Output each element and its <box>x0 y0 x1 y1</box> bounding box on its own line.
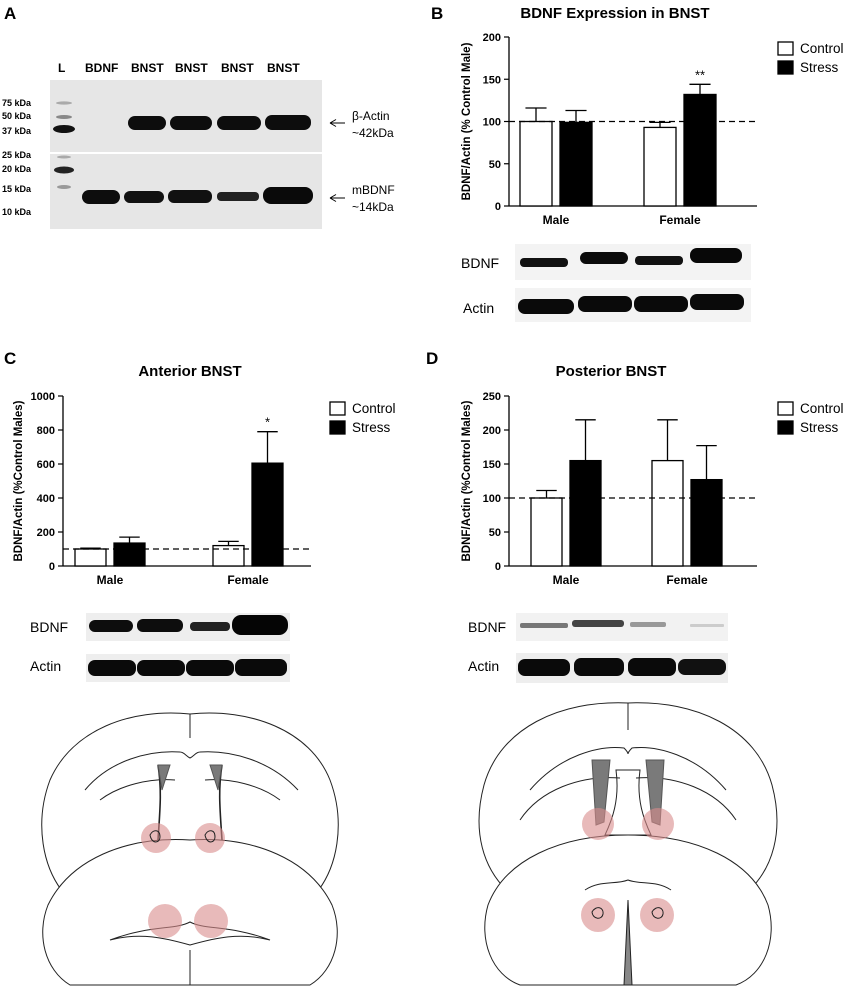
anterior-brain-section-illustration <box>41 712 339 986</box>
chart-c-plot: 0 200 400 600 800 1000 BDNF/Actin (%Control Ma… <box>13 391 311 587</box>
lane-label-ladder: L <box>58 61 65 75</box>
bar-control <box>651 459 684 567</box>
legend-stress-label: Stress <box>800 60 839 75</box>
annot-actin-size: ~42kDa <box>352 126 394 140</box>
bar-control <box>643 126 677 207</box>
panel-a-blot <box>50 80 322 229</box>
y-tick-label: 0 <box>495 561 501 573</box>
bar-stress <box>569 459 602 567</box>
y-tick-label: 150 <box>483 459 501 471</box>
ladder-50: 50 kDa <box>2 111 32 121</box>
x-category-label: Male <box>553 573 580 587</box>
x-category-label: Female <box>227 573 269 587</box>
panel-c-label: C <box>4 349 16 368</box>
x-category-label: Female <box>659 213 701 227</box>
ladder-75: 75 kDa <box>2 98 32 108</box>
legend-stress-swatch <box>329 420 346 435</box>
bar-stress <box>690 478 723 567</box>
posterior-brain-section-illustration <box>478 702 778 986</box>
chart-b-plot: 0 50 100 150 200 BDNF/Actin (% Control Male) M… <box>461 32 757 227</box>
x-category-label: Male <box>543 213 570 227</box>
panel-d-label: D <box>426 349 438 368</box>
ladder-10: 10 kDa <box>2 207 32 217</box>
significance-marker: ** <box>695 67 705 82</box>
annot-actin-name: β-Actin <box>352 109 390 123</box>
bar-stress <box>251 462 284 567</box>
legend-control-swatch <box>777 401 794 416</box>
legend-control-swatch <box>329 401 346 416</box>
x-category-label: Male <box>97 573 124 587</box>
legend-control-label: Control <box>800 401 844 416</box>
bar-stress <box>559 121 593 207</box>
blot-d-actin-label: Actin <box>468 658 499 674</box>
lane-label-bnst-1: BNST <box>131 61 164 75</box>
legend-stress-label: Stress <box>800 420 839 435</box>
y-tick-label: 100 <box>483 117 501 129</box>
blot-d-bdnf-label: BDNF <box>468 619 506 635</box>
y-tick-label: 200 <box>483 425 501 437</box>
blot-b-bdnf-label: BDNF <box>461 255 499 271</box>
chart-c-legend: Control Stress <box>329 401 396 435</box>
lane-label-bdnf: BDNF <box>85 61 118 75</box>
legend-control-swatch <box>777 41 794 56</box>
y-tick-label: 200 <box>37 527 55 539</box>
chart-d-plot: 0 50 100 150 200 250 BDNF/Actin (%Control Male… <box>461 391 757 587</box>
legend-stress-swatch <box>777 60 794 75</box>
y-tick-label: 0 <box>49 561 55 573</box>
y-tick-label: 200 <box>483 32 501 44</box>
bar-control <box>530 497 563 567</box>
legend-stress-label: Stress <box>352 420 391 435</box>
legend-stress-swatch <box>777 420 794 435</box>
y-tick-label: 600 <box>37 459 55 471</box>
chart-b-legend: Control Stress <box>777 41 844 75</box>
panel-a-label: A <box>4 4 16 23</box>
blot-c-actin-label: Actin <box>30 658 61 674</box>
y-tick-label: 800 <box>37 425 55 437</box>
bar-control <box>519 120 553 207</box>
lane-label-bnst-4: BNST <box>267 61 300 75</box>
ladder-15: 15 kDa <box>2 184 32 194</box>
chart-d-legend: Control Stress <box>777 401 844 435</box>
blot-b-actin-label: Actin <box>463 300 494 316</box>
significance-marker: * <box>265 415 270 430</box>
x-category-label: Female <box>666 573 708 587</box>
y-tick-label: 1000 <box>31 391 55 403</box>
lane-label-bnst-2: BNST <box>175 61 208 75</box>
bar-control <box>74 548 107 567</box>
y-tick-label: 150 <box>483 74 501 86</box>
y-tick-label: 50 <box>489 159 501 171</box>
panel-a-annotations: β-Actin ~42kDa mBDNF ~14kDa <box>329 109 395 214</box>
lane-label-bnst-3: BNST <box>221 61 254 75</box>
bar-stress <box>113 542 146 567</box>
ladder-37: 37 kDa <box>2 126 32 136</box>
panel-d-blot: BDNF Actin <box>468 613 728 683</box>
annot-bdnf-name: mBDNF <box>352 183 395 197</box>
ladder-25: 25 kDa <box>2 150 32 160</box>
blot-c-bdnf-label: BDNF <box>30 619 68 635</box>
legend-control-label: Control <box>800 41 844 56</box>
y-axis-label: BDNF/Actin (%Control Males) <box>13 400 25 561</box>
y-axis-label: BDNF/Actin (%Control Males) <box>461 400 473 561</box>
panel-c-blot: BDNF Actin <box>30 613 290 682</box>
y-axis-label: BDNF/Actin (% Control Male) <box>461 42 473 200</box>
chart-c-title: Anterior BNST <box>138 363 241 380</box>
y-tick-label: 50 <box>489 527 501 539</box>
ladder-20: 20 kDa <box>2 164 32 174</box>
y-tick-label: 400 <box>37 493 55 505</box>
y-tick-label: 0 <box>495 201 501 213</box>
y-tick-label: 250 <box>483 391 501 403</box>
chart-d-title: Posterior BNST <box>556 363 667 380</box>
y-tick-label: 100 <box>483 493 501 505</box>
annot-bdnf-size: ~14kDa <box>352 200 394 214</box>
chart-b-title: BDNF Expression in BNST <box>520 5 709 22</box>
panel-b-blot: BDNF Actin <box>461 244 751 322</box>
legend-control-label: Control <box>352 401 396 416</box>
panel-b-label: B <box>431 4 443 23</box>
panel-a-lane-labels: L BDNF BNST BNST BNST BNST <box>58 61 300 75</box>
bar-stress <box>683 93 717 207</box>
panel-a-ladder-labels: 75 kDa 50 kDa 37 kDa 25 kDa 20 kDa 15 kD… <box>2 98 32 217</box>
